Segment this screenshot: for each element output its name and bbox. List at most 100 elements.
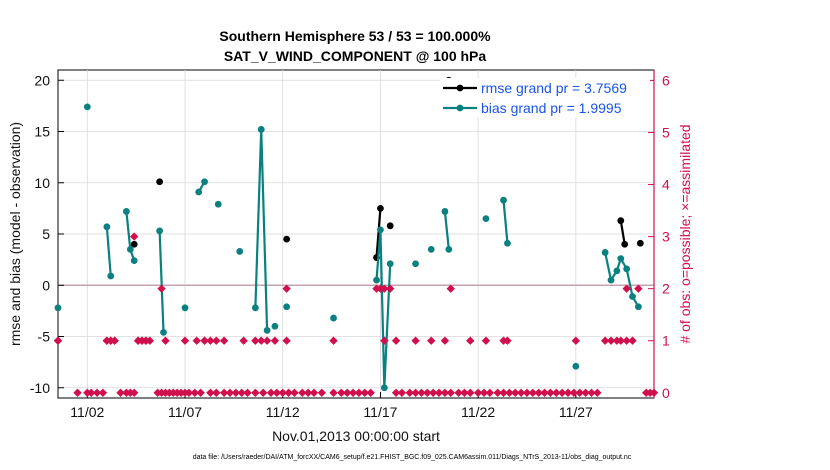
rmse-point	[617, 217, 625, 225]
obs-possible-marker	[219, 388, 229, 397]
obs-assimilated-marker	[622, 284, 631, 293]
obs-assimilated-marker	[385, 284, 395, 293]
obs-possible-marker	[343, 388, 352, 397]
obs-assimilated-marker	[141, 336, 151, 345]
obs-possible-marker	[528, 388, 538, 397]
obs-assimilated-marker	[282, 336, 291, 345]
series-bias	[54, 103, 642, 392]
series-obs-assimilated	[53, 232, 643, 345]
obs-possible-marker	[499, 388, 508, 397]
obs-possible-marker	[251, 388, 260, 397]
obs-assimilated-marker	[206, 336, 215, 345]
obs-possible-marker	[225, 388, 235, 397]
bias-point	[160, 329, 167, 336]
bias-point	[107, 272, 115, 280]
bias-point	[601, 249, 609, 256]
y2-tick-label: 2	[662, 281, 670, 297]
series-obs-possible	[53, 336, 659, 397]
bias-point	[54, 304, 62, 312]
obs-possible-marker	[266, 388, 276, 397]
bias-point	[236, 248, 244, 255]
obs-possible-marker	[337, 388, 346, 397]
obs-assimilated-marker	[180, 336, 190, 345]
bias-point	[83, 103, 91, 111]
obs-possible-marker	[485, 388, 495, 397]
rmse-line	[619, 220, 626, 245]
bias-point	[445, 245, 453, 253]
obs-possible-marker	[417, 388, 426, 397]
obs-possible-marker	[454, 388, 463, 397]
legend-bias-label: bias grand pr = 1.9995	[481, 100, 622, 116]
obs-possible-marker	[466, 388, 475, 397]
obs-possible-marker	[272, 388, 282, 397]
y-axis-label: rmse and bias (model - observation)	[7, 122, 23, 346]
obs-assimilated-marker	[200, 336, 209, 345]
obs-possible-marker	[290, 388, 299, 397]
rmse-point	[283, 235, 291, 243]
obs-assimilated-marker	[606, 336, 616, 345]
obs-possible-marker	[360, 388, 369, 397]
bias-point	[427, 245, 435, 253]
obs-possible-marker	[92, 388, 102, 397]
bias-point	[103, 223, 111, 231]
obs-possible-marker	[87, 388, 96, 397]
obs-possible-marker	[98, 388, 108, 397]
obs-assimilated-marker	[329, 336, 338, 345]
obs-assimilated-marker	[628, 336, 637, 345]
obs-assimilated-marker	[157, 284, 166, 293]
chart-title: Southern Hemisphere 53 / 53 = 100.000%	[219, 28, 491, 44]
obs-possible-marker	[258, 388, 268, 397]
obs-assimilated-marker	[251, 336, 260, 345]
x-tick-label: 11/02	[70, 404, 104, 420]
obs-possible-marker	[546, 388, 555, 397]
obs-assimilated-marker	[481, 336, 491, 345]
bias-point	[380, 384, 388, 392]
obs-assimilated-marker	[391, 336, 401, 345]
rmse-point	[130, 240, 138, 248]
bias-point	[623, 265, 631, 273]
obs-assimilated-marker	[622, 336, 631, 345]
bias-line	[158, 230, 165, 333]
obs-assimilated-marker	[440, 336, 450, 345]
obs-assimilated-marker	[110, 336, 119, 345]
x-tick-label: 11/17	[363, 404, 397, 420]
obs-possible-marker	[649, 388, 659, 397]
obs-possible-marker	[329, 388, 338, 397]
x-axis-label: Nov.01,2013 00:00:00 start	[272, 428, 440, 444]
bias-point	[330, 314, 337, 322]
y-tick-label: 5	[42, 226, 50, 242]
bias-point	[214, 200, 222, 208]
bias-line	[105, 226, 112, 277]
obs-assimilated-marker	[427, 336, 436, 345]
bias-point	[482, 215, 490, 223]
obs-assimilated-marker	[130, 232, 139, 241]
bias-point	[257, 126, 265, 133]
data-series	[53, 76, 659, 397]
y2-tick-label: 5	[662, 124, 670, 140]
obs-possible-marker	[411, 388, 420, 397]
bias-point	[181, 304, 189, 312]
obs-assimilated-marker	[634, 284, 643, 293]
bias-point	[195, 188, 203, 196]
obs-possible-marker	[116, 388, 125, 397]
bias-point	[629, 293, 636, 300]
bias-point	[201, 178, 208, 186]
bias-point	[572, 362, 580, 370]
obs-possible-marker	[354, 388, 364, 397]
obs-possible-marker	[516, 388, 526, 397]
obs-possible-marker	[522, 388, 532, 397]
obs-possible-marker	[366, 388, 375, 397]
obs-assimilated-marker	[503, 336, 512, 345]
bias-point	[156, 227, 164, 235]
obs-assimilated-marker	[257, 336, 266, 345]
obs-possible-marker	[593, 388, 602, 397]
obs-assimilated-marker	[212, 336, 221, 345]
y-tick-label: -5	[38, 329, 51, 345]
footnote: data file: /Users/raeder/DAI/ATM_forcXX/…	[193, 454, 632, 461]
y-tick-label: 15	[34, 124, 50, 140]
rmse-line	[375, 208, 382, 258]
obs-assimilated-marker	[262, 336, 272, 345]
x-tick-label: 11/12	[266, 404, 300, 420]
bias-point	[441, 208, 449, 215]
